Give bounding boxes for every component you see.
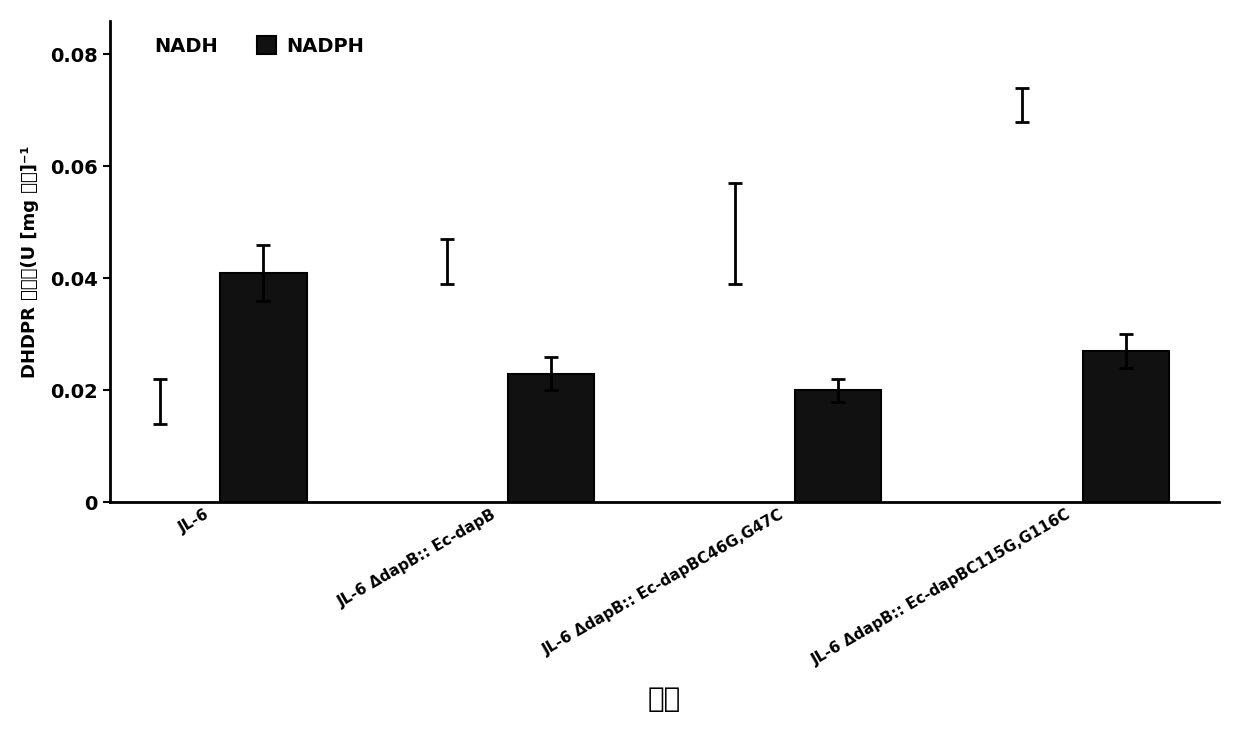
X-axis label: 菌株: 菌株 — [647, 685, 681, 713]
Bar — [507, 374, 594, 503]
Legend: NADH, NADPH: NADH, NADPH — [119, 31, 370, 62]
Bar — [1083, 352, 1169, 503]
Bar — [795, 390, 882, 503]
Y-axis label: DHDPR 比酶活(U [mg 蛋白]⁻¹: DHDPR 比酶活(U [mg 蛋白]⁻¹ — [21, 145, 38, 378]
Bar — [221, 273, 306, 503]
